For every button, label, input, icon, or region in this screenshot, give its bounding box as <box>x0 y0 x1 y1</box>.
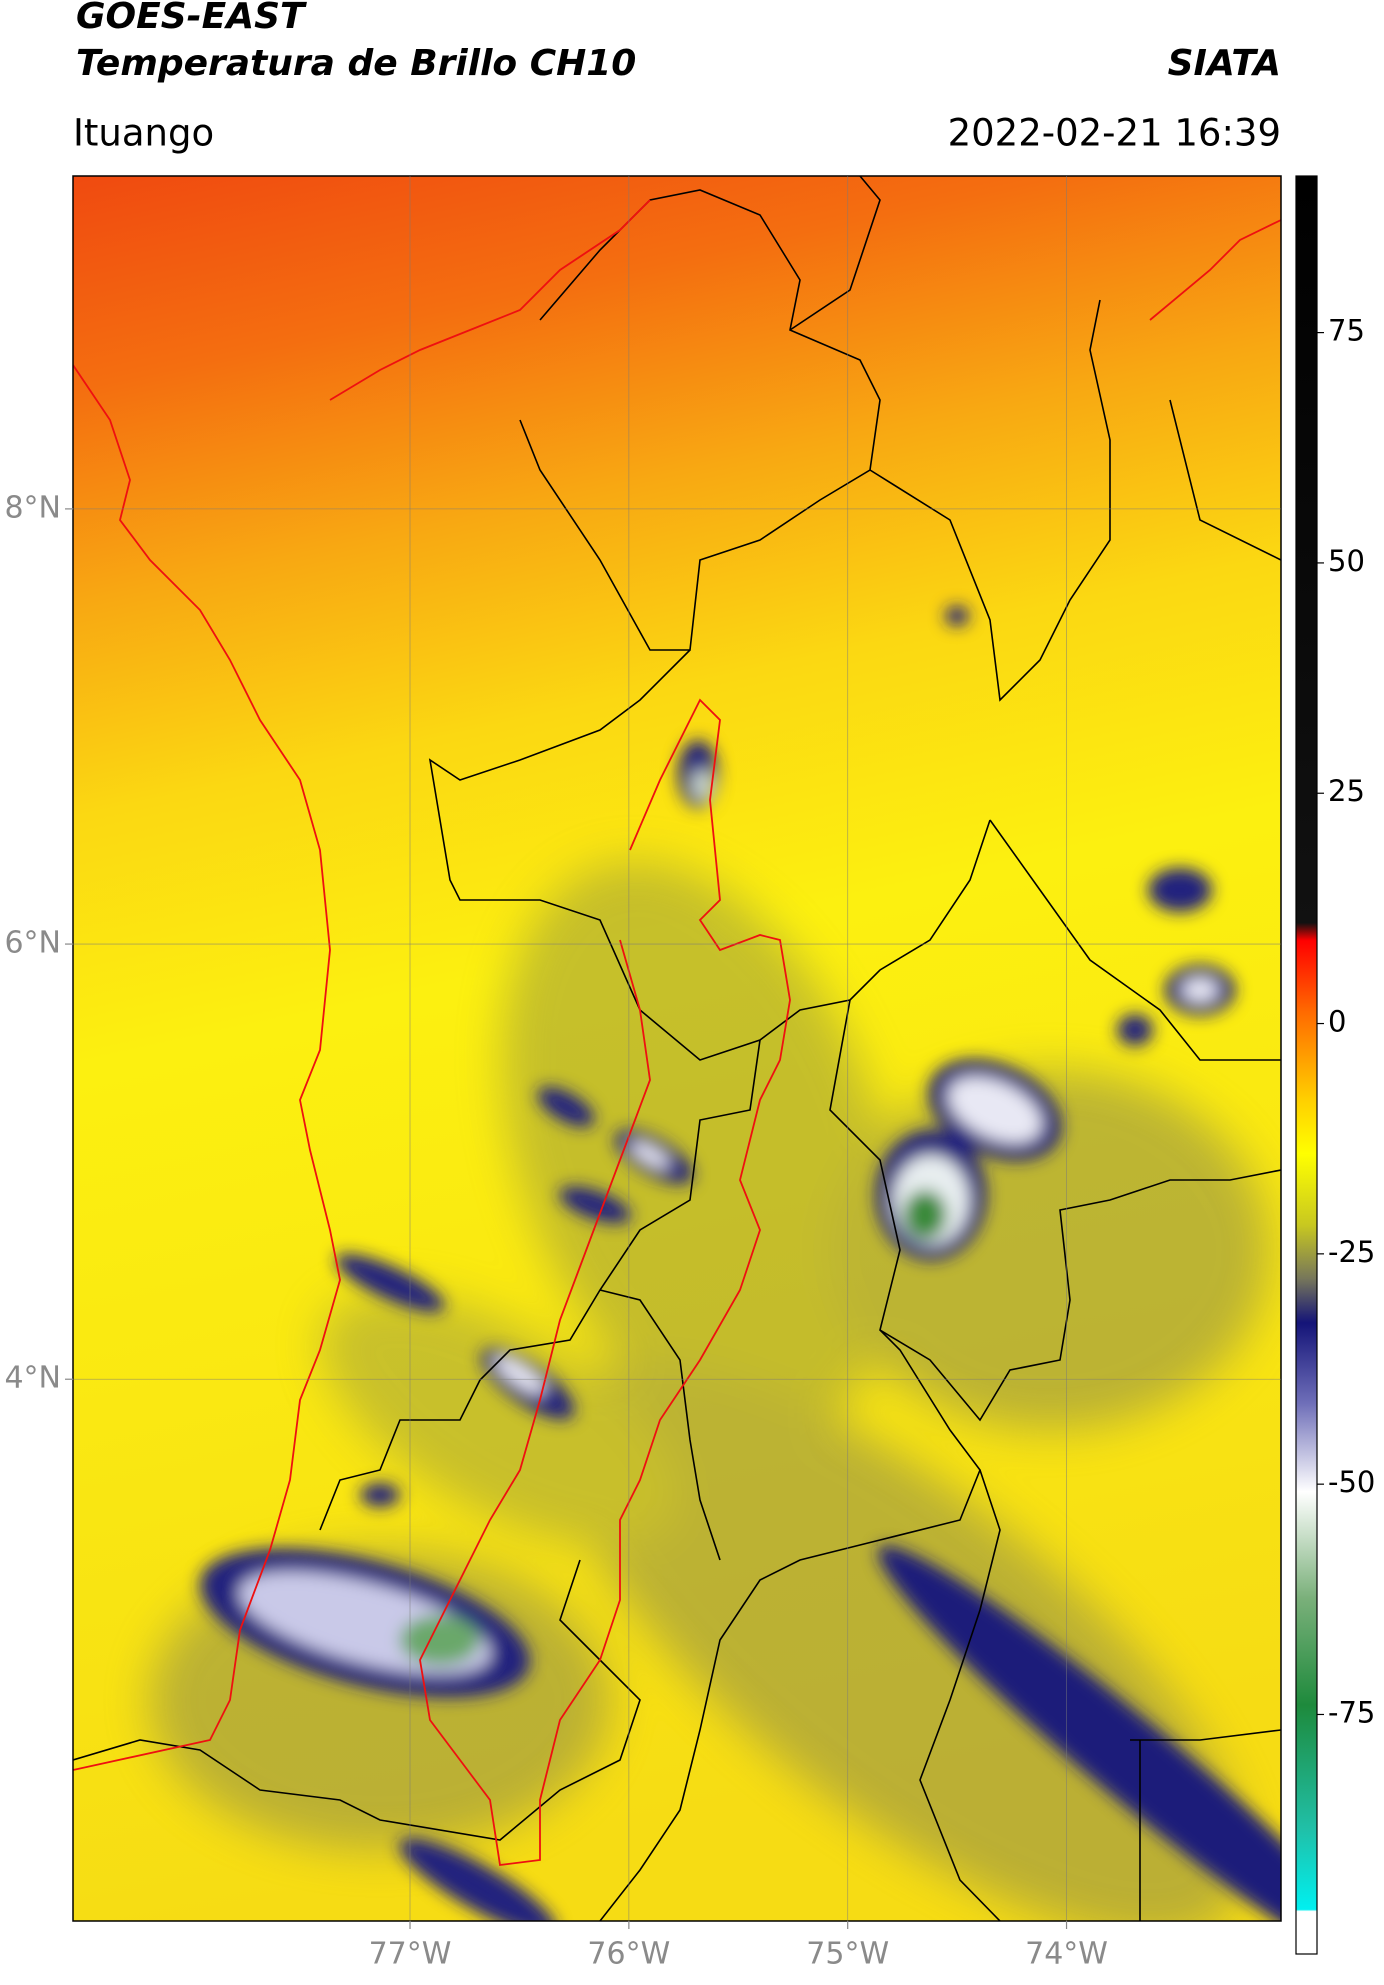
datetime: 2022-02-21 16:39 <box>948 112 1281 155</box>
location: Ituango <box>73 112 214 155</box>
subtitle: Temperatura de Brillo CH10 <box>76 43 636 84</box>
map-frame <box>72 175 1282 1922</box>
colorbar-label: 75 <box>1328 314 1365 348</box>
colorbar-label: 25 <box>1328 774 1365 808</box>
colorbar <box>1295 175 1318 1955</box>
colorbar-label: 0 <box>1328 1005 1346 1039</box>
source: SIATA <box>1168 43 1281 84</box>
colorbar-label: 50 <box>1328 544 1365 578</box>
map-image <box>73 176 1281 1921</box>
lon-label: 74°W <box>1025 1937 1108 1972</box>
lon-label: 76°W <box>587 1937 670 1972</box>
colorbar-label: -25 <box>1328 1235 1375 1269</box>
colorbar-label: -50 <box>1328 1465 1375 1499</box>
lat-label: 8°N <box>4 490 61 525</box>
lon-label: 77°W <box>369 1937 452 1972</box>
colorbar-label: -75 <box>1328 1695 1375 1729</box>
lon-label: 75°W <box>806 1937 889 1972</box>
lat-label: 4°N <box>4 1361 61 1396</box>
colorbar-ticks: 75 50 25 0 -25 -50 -75 <box>1317 314 1375 1729</box>
title: GOES-EAST <box>76 0 307 37</box>
graticule: 77°W 76°W 75°W 74°W 8°N 6°N 4°N <box>4 176 1281 1972</box>
lat-label: 6°N <box>4 926 61 961</box>
